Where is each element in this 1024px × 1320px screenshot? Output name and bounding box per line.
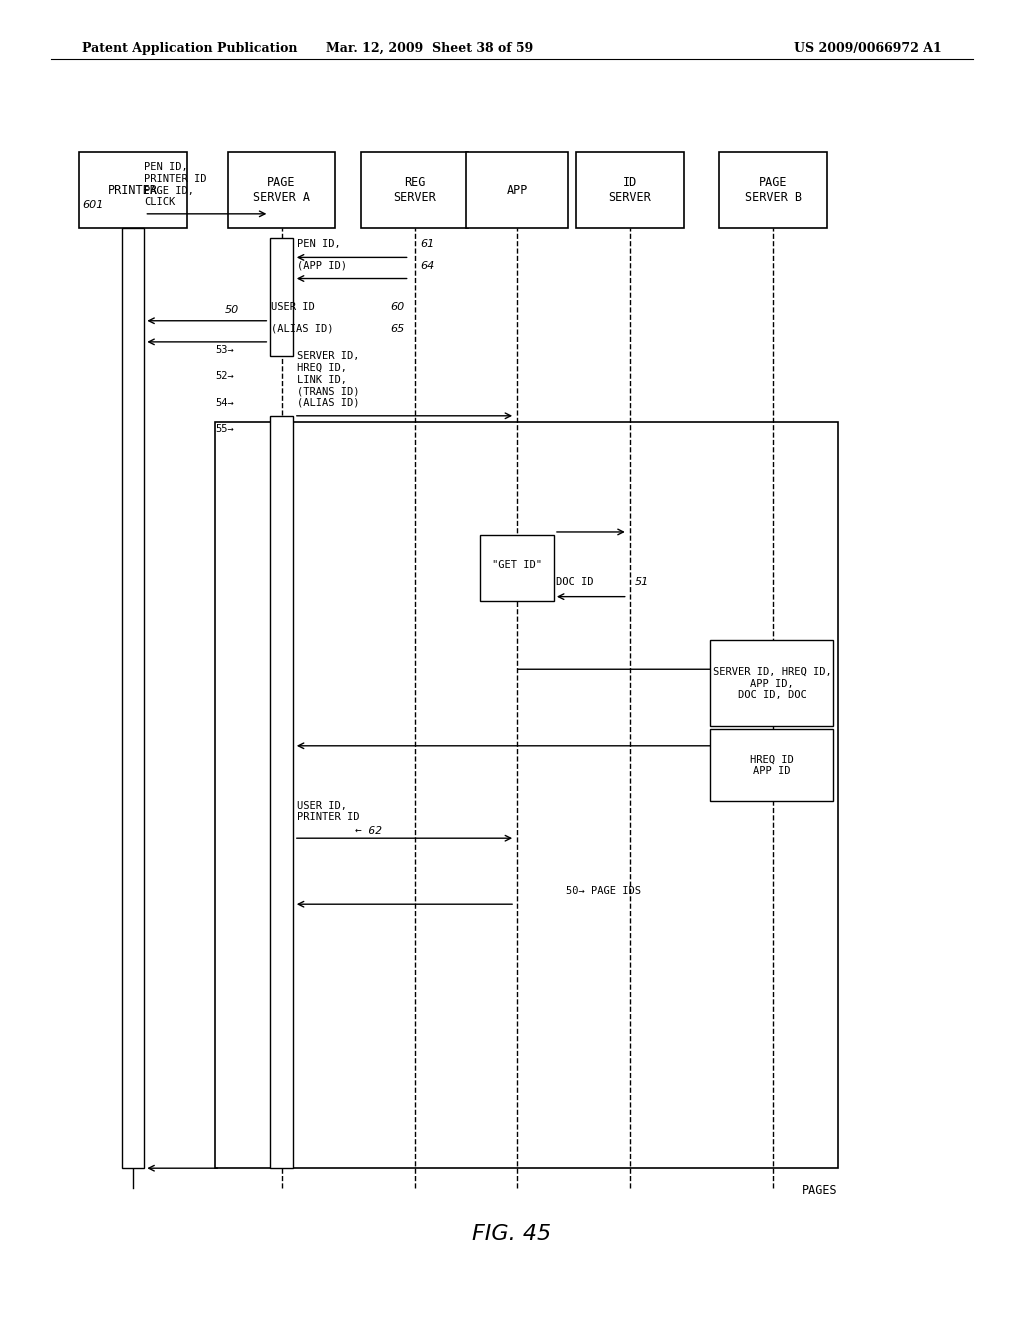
Text: DOC ID: DOC ID	[556, 577, 594, 587]
Bar	[361, 152, 469, 228]
Bar	[710, 729, 833, 801]
Text: 50: 50	[225, 305, 240, 315]
Text: FIG. 45: FIG. 45	[472, 1224, 552, 1245]
Bar	[480, 535, 554, 601]
Text: SERVER ID,
HREQ ID,
LINK ID,
(TRANS ID)
(ALIAS ID): SERVER ID, HREQ ID, LINK ID, (TRANS ID) …	[297, 351, 359, 408]
Text: USER ID: USER ID	[271, 301, 315, 312]
Bar	[80, 152, 186, 228]
Text: PAGE
SERVER A: PAGE SERVER A	[253, 176, 310, 205]
Text: 54→: 54→	[215, 397, 233, 408]
Text: (APP ID): (APP ID)	[297, 260, 347, 271]
Text: ID
SERVER: ID SERVER	[608, 176, 651, 205]
Text: 601: 601	[82, 199, 103, 210]
Text: Patent Application Publication: Patent Application Publication	[82, 42, 297, 55]
Text: APP: APP	[507, 183, 527, 197]
Text: ← 62: ← 62	[355, 825, 382, 836]
Text: 50→ PAGE IDS: 50→ PAGE IDS	[566, 886, 641, 896]
Bar	[215, 422, 838, 1168]
Text: SERVER ID, HREQ ID,
APP ID,
DOC ID, DOC: SERVER ID, HREQ ID, APP ID, DOC ID, DOC	[713, 667, 831, 701]
Text: 55→: 55→	[215, 424, 233, 434]
Text: PEN ID,: PEN ID,	[297, 239, 341, 249]
Text: "GET ID": "GET ID"	[493, 560, 542, 570]
Text: 61: 61	[420, 239, 434, 249]
Text: US 2009/0066972 A1: US 2009/0066972 A1	[795, 42, 942, 55]
Text: 64: 64	[420, 260, 434, 271]
Bar	[710, 640, 833, 726]
Bar	[719, 152, 827, 228]
Text: 53→: 53→	[215, 345, 233, 355]
Text: HREQ ID
APP ID: HREQ ID APP ID	[751, 755, 794, 776]
Text: 60: 60	[390, 301, 404, 312]
Text: Mar. 12, 2009  Sheet 38 of 59: Mar. 12, 2009 Sheet 38 of 59	[327, 42, 534, 55]
Text: (ALIAS ID): (ALIAS ID)	[271, 323, 334, 334]
Text: PRINTER: PRINTER	[109, 183, 158, 197]
Text: REG
SERVER: REG SERVER	[393, 176, 436, 205]
Bar	[270, 416, 293, 1168]
Bar	[228, 152, 336, 228]
Bar	[270, 238, 293, 356]
Text: PAGES: PAGES	[802, 1184, 838, 1197]
Text: 65: 65	[390, 323, 404, 334]
Text: 52→: 52→	[215, 371, 233, 381]
Bar	[575, 152, 684, 228]
Text: PAGE
SERVER B: PAGE SERVER B	[744, 176, 802, 205]
Text: USER ID,
PRINTER ID: USER ID, PRINTER ID	[297, 801, 359, 822]
Text: PEN ID,
PRINTER ID
PAGE ID,
CLICK: PEN ID, PRINTER ID PAGE ID, CLICK	[144, 162, 207, 207]
Bar	[122, 228, 144, 1168]
Bar	[466, 152, 568, 228]
Text: 51: 51	[635, 577, 649, 587]
